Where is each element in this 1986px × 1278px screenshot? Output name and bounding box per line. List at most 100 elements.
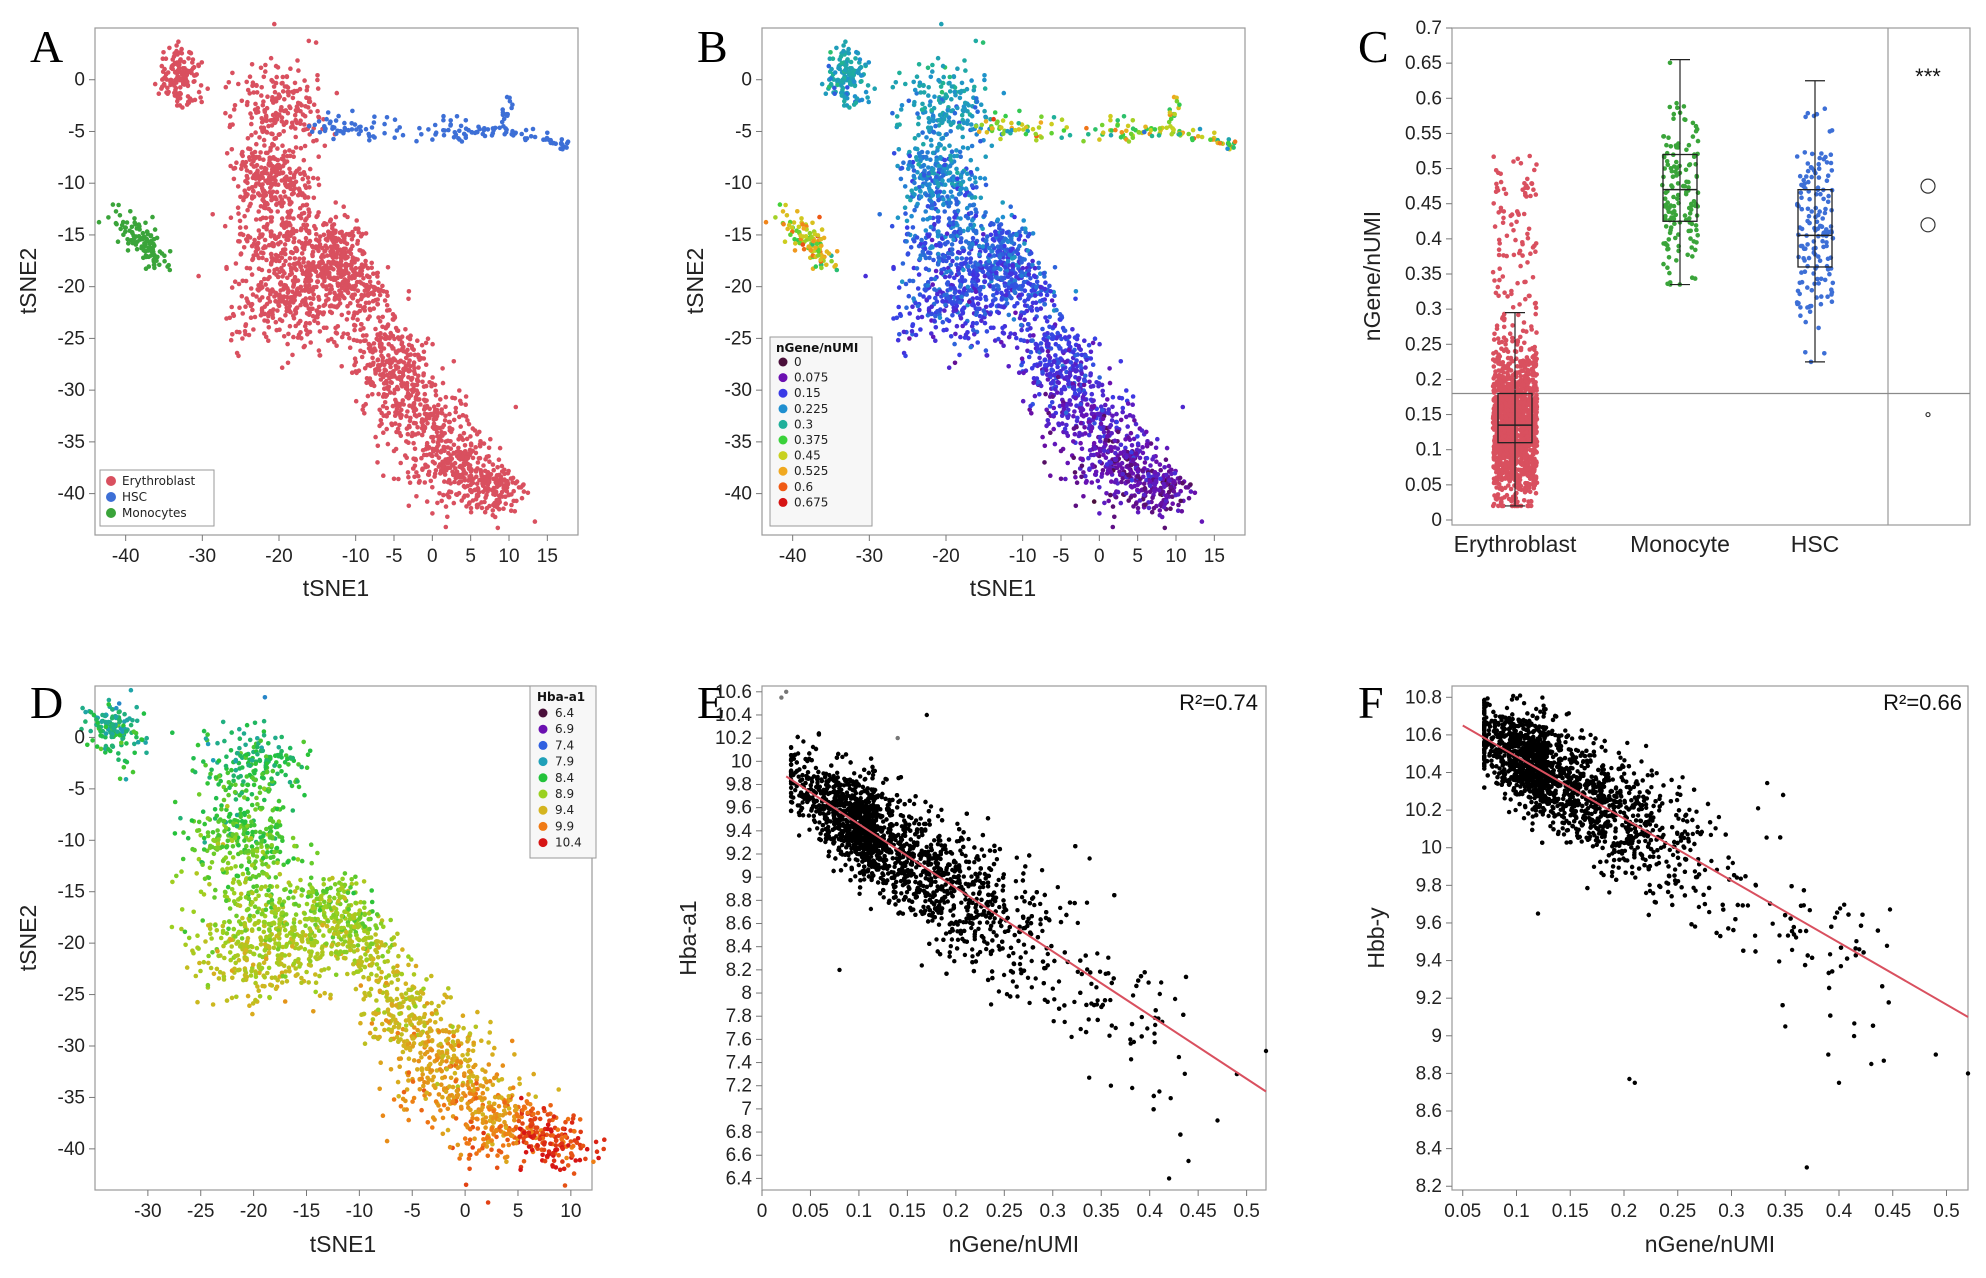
tsne-point-erythroblast — [1135, 505, 1141, 511]
tsne-point-erythroblast — [468, 434, 473, 439]
tsne-point-hsc — [476, 124, 481, 130]
tsne-point-hsc — [371, 120, 377, 125]
tsne-point-erythroblast — [320, 311, 326, 317]
tsne-point-erythroblast — [256, 228, 262, 233]
tsne-point-erythroblast — [228, 163, 233, 169]
tsne-point-erythroblast — [279, 81, 285, 86]
tsne-point-erythroblast — [334, 343, 339, 349]
tsne-point-erythroblast — [1042, 302, 1048, 307]
tsne-point-erythroblast — [1078, 363, 1083, 368]
tsne-point-erythroblast — [356, 226, 361, 231]
tsne-point-erythroblast — [828, 76, 833, 81]
tsne-point-erythroblast — [940, 63, 946, 69]
tsne-point-erythroblast — [1008, 248, 1013, 253]
tsne-point-erythroblast — [1016, 237, 1022, 242]
tsne-point-erythroblast — [1083, 480, 1089, 485]
tsne-point-erythroblast — [249, 115, 255, 120]
tsne-point-erythroblast — [285, 110, 291, 116]
tsne-point-erythroblast — [445, 514, 450, 520]
tsne-point-erythroblast — [1125, 424, 1130, 429]
tsne-point-erythroblast — [829, 66, 834, 72]
tsne-point-erythroblast — [1068, 360, 1074, 365]
tsne-point-erythroblast — [338, 239, 344, 245]
tsne-point-erythroblast — [1048, 430, 1053, 436]
tsne-point-erythroblast — [453, 405, 459, 411]
tsne-point-erythroblast — [326, 296, 331, 302]
tsne-point-erythroblast — [468, 467, 473, 473]
tsne-point-erythroblast — [259, 93, 264, 98]
tsne-point-erythroblast — [293, 170, 298, 175]
tsne-point-monocytes — [151, 257, 156, 263]
tsne-point-erythroblast — [306, 283, 312, 288]
tsne-point-erythroblast — [1038, 341, 1044, 346]
tsne-point-erythroblast — [365, 393, 371, 399]
tsne-point-erythroblast — [315, 279, 321, 285]
tsne-point-erythroblast — [361, 403, 366, 409]
tsne-point-erythroblast — [1031, 333, 1036, 338]
tsne-point-erythroblast — [327, 283, 333, 288]
tsne-point-erythroblast — [893, 80, 899, 85]
tsne-point-erythroblast — [971, 202, 977, 208]
tsne-point-erythroblast — [287, 323, 293, 329]
tsne-point-erythroblast — [1051, 426, 1056, 432]
tsne-point-erythroblast — [297, 292, 303, 297]
tsne-point-erythroblast — [290, 187, 296, 193]
tsne-point-erythroblast — [282, 149, 288, 154]
tsne-point-erythroblast — [919, 314, 925, 320]
tsne-point-erythroblast — [917, 256, 923, 262]
tsne-point-erythroblast — [293, 134, 299, 140]
tsne-point-erythroblast — [890, 84, 896, 90]
tsne-point-erythroblast — [982, 77, 987, 83]
tsne-point-erythroblast — [363, 258, 368, 264]
tsne-point-erythroblast — [192, 73, 197, 78]
tsne-point-erythroblast — [954, 148, 959, 153]
tsne-point-erythroblast — [269, 167, 275, 172]
tsne-point-erythroblast — [982, 279, 987, 285]
tsne-point-erythroblast — [199, 60, 205, 65]
tsne-point-erythroblast — [407, 424, 412, 430]
tsne-point-erythroblast — [960, 108, 966, 113]
tsne-point-hsc — [356, 131, 362, 137]
tsne-point-erythroblast — [928, 198, 934, 204]
tsne-point-erythroblast — [443, 504, 449, 509]
tsne-point-erythroblast — [983, 182, 989, 188]
tsne-point-erythroblast — [977, 287, 983, 293]
tsne-point-erythroblast — [234, 329, 240, 335]
tsne-point-erythroblast — [329, 336, 334, 342]
tsne-point-erythroblast — [249, 121, 254, 127]
tsne-point-erythroblast — [1188, 489, 1194, 494]
tsne-point-erythroblast — [894, 114, 900, 119]
tsne-point-erythroblast — [938, 84, 944, 89]
panel-a-xtick-label: -30 — [189, 546, 216, 567]
tsne-point-monocytes — [159, 251, 165, 256]
tsne-point-monocytes — [133, 222, 138, 227]
tsne-point-erythroblast — [960, 170, 965, 175]
tsne-point-erythroblast — [264, 105, 270, 111]
tsne-point-erythroblast — [176, 63, 181, 68]
tsne-point-erythroblast — [1099, 471, 1105, 477]
tsne-point-erythroblast — [337, 230, 343, 235]
tsne-point-erythroblast — [405, 409, 410, 414]
tsne-point-erythroblast — [957, 352, 962, 358]
tsne-point-erythroblast — [280, 89, 286, 94]
tsne-point-erythroblast — [1001, 90, 1007, 96]
tsne-point-hsc — [417, 125, 422, 131]
tsne-point-erythroblast — [230, 332, 235, 337]
tsne-point-erythroblast — [1192, 490, 1198, 496]
tsne-point-erythroblast — [275, 274, 281, 280]
tsne-point-erythroblast — [975, 262, 980, 267]
tsne-point-erythroblast — [947, 143, 952, 148]
tsne-point-erythroblast — [1052, 265, 1058, 270]
tsne-point-erythroblast — [385, 441, 391, 447]
tsne-point-erythroblast — [1003, 265, 1008, 270]
tsne-point-erythroblast — [446, 477, 452, 483]
tsne-point-monocytes — [152, 265, 157, 271]
tsne-point-erythroblast — [263, 62, 268, 68]
tsne-point-erythroblast — [1109, 431, 1114, 436]
tsne-point-erythroblast — [1044, 407, 1049, 413]
tsne-point-erythroblast — [235, 205, 241, 210]
tsne-point-erythroblast — [921, 172, 927, 178]
tsne-point-erythroblast — [313, 244, 319, 249]
tsne-point-erythroblast — [1146, 505, 1152, 511]
tsne-point-erythroblast — [897, 70, 902, 76]
